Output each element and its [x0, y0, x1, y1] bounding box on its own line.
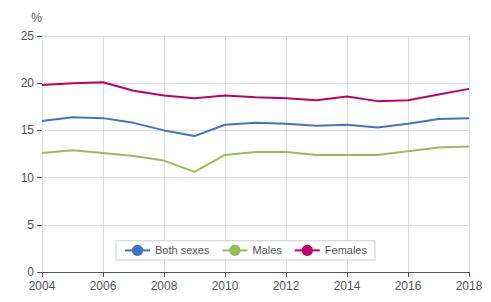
svg-text:2004: 2004	[29, 279, 56, 293]
svg-text:5: 5	[27, 218, 34, 232]
svg-text:0: 0	[27, 265, 34, 279]
svg-text:15: 15	[21, 123, 35, 137]
svg-text:2012: 2012	[273, 279, 300, 293]
svg-text:2010: 2010	[212, 279, 239, 293]
svg-text:2018: 2018	[456, 279, 483, 293]
svg-text:25: 25	[21, 29, 35, 43]
svg-text:2006: 2006	[90, 279, 117, 293]
svg-text:Females: Females	[325, 244, 368, 256]
svg-text:20: 20	[21, 76, 35, 90]
svg-text:%: %	[31, 11, 42, 25]
svg-text:Males: Males	[252, 244, 282, 256]
svg-text:2016: 2016	[395, 279, 422, 293]
svg-text:2008: 2008	[151, 279, 178, 293]
svg-text:10: 10	[21, 171, 35, 185]
svg-text:Both sexes: Both sexes	[155, 244, 210, 256]
svg-text:2014: 2014	[334, 279, 361, 293]
